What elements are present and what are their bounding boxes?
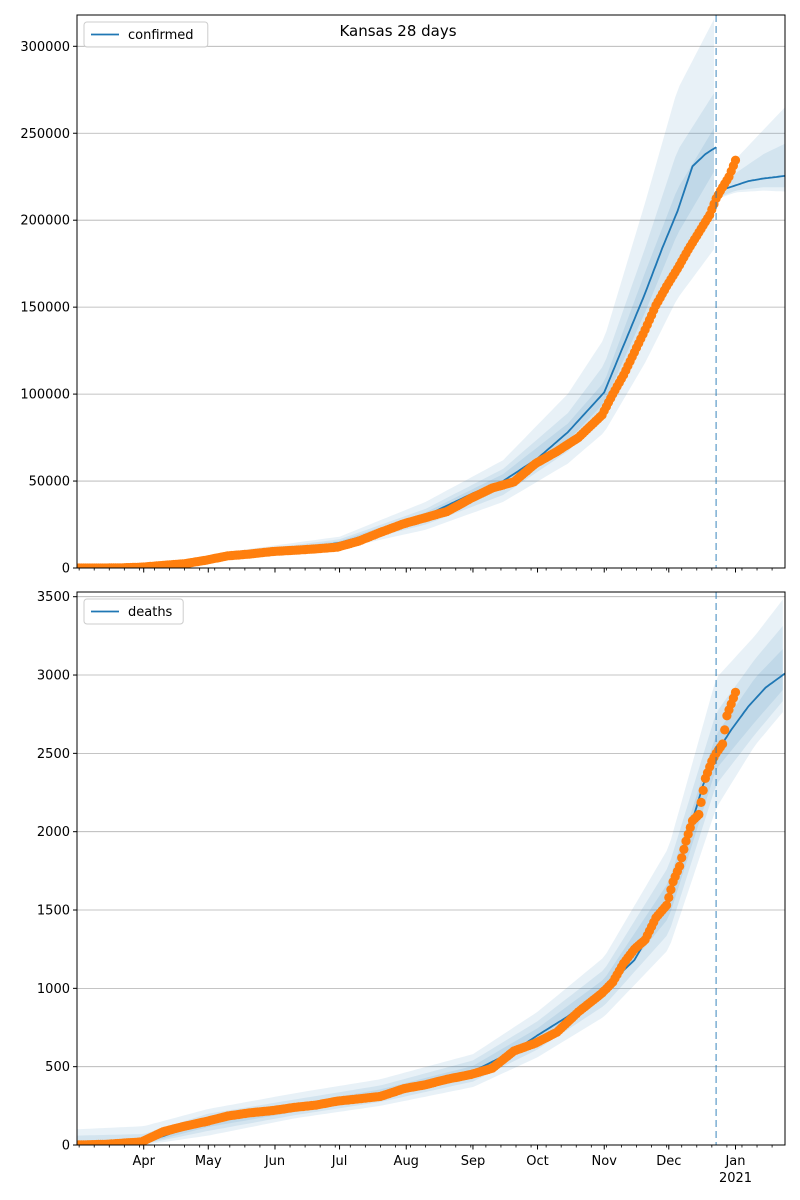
legend: confirmed xyxy=(83,21,209,48)
observed-point xyxy=(679,844,689,855)
x-tick-label: Nov xyxy=(592,1154,618,1169)
observed-point xyxy=(675,861,685,871)
x-tick-label: Oct xyxy=(526,1154,548,1169)
legend-label: confirmed xyxy=(128,28,194,43)
observed-point xyxy=(677,853,687,863)
y-tick-label: 3500 xyxy=(37,590,70,605)
y-tick-label: 2000 xyxy=(37,825,70,840)
observed-point xyxy=(662,900,672,910)
y-tick-label: 250000 xyxy=(20,127,70,142)
uncertainty-band xyxy=(77,128,714,568)
plot-frame xyxy=(76,591,786,1146)
deaths-panel: 0 500 1000 1500 2000 2500 3000 3500 Apr May Jun Jul… xyxy=(37,590,786,1186)
x-tick-label: Sep xyxy=(461,1154,486,1169)
uncertainty-band xyxy=(77,599,783,1145)
observed-point xyxy=(718,739,728,749)
y-tick-label: 200000 xyxy=(20,214,70,229)
x-tick-label: May xyxy=(195,1154,222,1169)
legend: deaths xyxy=(83,598,184,625)
observed-point xyxy=(730,687,741,697)
observed-point xyxy=(694,809,704,820)
y-tick-label: 2500 xyxy=(37,747,70,762)
plot-frame xyxy=(76,14,786,569)
observed-point xyxy=(666,885,676,895)
x-tick-label: Jun xyxy=(264,1154,285,1169)
y-tick-label: 3000 xyxy=(37,669,70,684)
legend-label: deaths xyxy=(128,605,173,620)
x-tick-label: Jan xyxy=(724,1154,745,1169)
observed-point xyxy=(664,892,674,903)
legend-box xyxy=(83,21,209,48)
y-tick-label: 50000 xyxy=(29,475,70,490)
x-year-label: 2021 xyxy=(719,1171,752,1186)
confirmed-panel: 0 50000 100000 150000 200000 250000 300000 conf… xyxy=(20,14,786,577)
uncertainty-band xyxy=(716,143,785,199)
uncertainty-band xyxy=(77,19,714,568)
x-tick-label: Aug xyxy=(394,1154,419,1169)
y-tick-label: 1000 xyxy=(37,982,70,997)
uncertainty-band xyxy=(77,93,714,568)
y-tick-label: 150000 xyxy=(20,301,70,316)
figure-title: Kansas 28 days xyxy=(339,22,456,40)
x-tick-label: Dec xyxy=(656,1154,681,1169)
observed-point xyxy=(730,155,741,165)
forecast-line xyxy=(715,175,785,199)
observed-point xyxy=(696,797,706,808)
legend-box xyxy=(83,598,184,625)
x-tick-label: Apr xyxy=(132,1154,155,1169)
y-tick-label: 100000 xyxy=(20,388,70,403)
y-tick-label: 500 xyxy=(45,1060,70,1075)
observed-point xyxy=(698,785,708,796)
y-tick-label: 300000 xyxy=(20,40,70,55)
y-tick-label: 0 xyxy=(62,1139,70,1154)
y-tick-label: 0 xyxy=(62,562,70,577)
x-tick-label: Jul xyxy=(331,1154,348,1169)
y-tick-label: 1500 xyxy=(37,904,70,919)
observed-point xyxy=(720,725,730,735)
